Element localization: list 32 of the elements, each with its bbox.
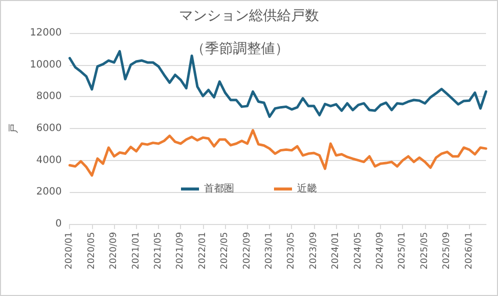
- x-tick-label: 2024/09: [376, 232, 386, 270]
- line-series: [68, 129, 488, 177]
- x-tick-label: 2024/01: [331, 232, 342, 270]
- y-tick-label: 6000: [36, 123, 62, 134]
- x-tick-label: 2023/09: [308, 232, 319, 270]
- x-tick-label: 2020/05: [86, 232, 97, 270]
- x-tick-label: 2021/09: [176, 232, 186, 270]
- chart-title: マンション総供給戸数: [179, 8, 319, 24]
- x-tick-label: 2026/01: [464, 232, 474, 270]
- legend-label: 首都圏: [204, 182, 234, 194]
- y-axis-title: 戸: [8, 124, 20, 134]
- x-tick-label: 2020/09: [109, 232, 120, 270]
- x-tick-label: 2022/05: [220, 232, 230, 270]
- x-tick-label: 2023/05: [286, 232, 297, 270]
- x-tick-label: 2021/05: [154, 232, 164, 270]
- x-tick-label: 2022/01: [198, 232, 208, 270]
- x-tick-label: 2024/05: [353, 232, 364, 270]
- x-tick-label: 2025/01: [398, 232, 408, 270]
- y-tick-label: 10000: [30, 59, 62, 70]
- y-tick-label: 0: [55, 218, 62, 230]
- y-tick-label: 2000: [36, 186, 62, 198]
- y-tick-label: 4000: [36, 154, 62, 166]
- x-tick-label: 2025/05: [420, 232, 430, 270]
- y-tick-label: 12000: [30, 28, 62, 38]
- text: （季節調整値）: [191, 41, 289, 57]
- x-tick-label: 2023/01: [264, 232, 275, 270]
- x-tick-label: 2021/01: [131, 232, 142, 270]
- y-tick-label: 8000: [36, 91, 62, 102]
- x-tick-label: 2025/09: [442, 232, 452, 270]
- x-tick-label: 2022/09: [242, 232, 252, 270]
- x-tick-label: 2020/01: [64, 232, 75, 270]
- legend-label: 近畿: [297, 182, 317, 194]
